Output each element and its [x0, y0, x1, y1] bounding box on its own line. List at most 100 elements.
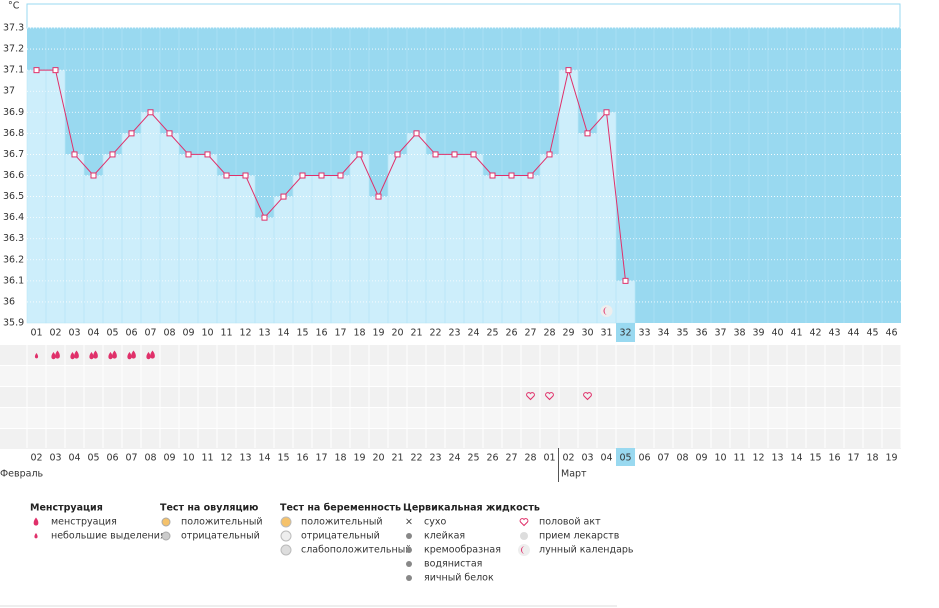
date-label: 10: [182, 453, 194, 464]
x-tick-label: 27: [524, 328, 536, 339]
temp-point: [527, 172, 534, 179]
temp-point: [394, 151, 401, 158]
x-tick-label: 03: [68, 328, 80, 339]
legend-item: клейкая: [424, 531, 465, 542]
date-label: 14: [258, 453, 270, 464]
legend-icon: [406, 533, 412, 539]
heart-icon: [526, 392, 535, 401]
legend-item: сухо: [424, 517, 446, 528]
y-tick-label: 36.2: [3, 254, 24, 265]
temp-point: [584, 130, 591, 137]
date-label: 02: [562, 453, 574, 464]
x-tick-label: 19: [372, 328, 384, 339]
x-tick-label: 11: [220, 328, 232, 339]
date-label: 18: [334, 453, 346, 464]
heart-icon: [519, 518, 529, 527]
legend-icon: [406, 561, 412, 567]
date-label: 12: [752, 453, 764, 464]
temp-column: [254, 217, 275, 324]
date-label: 20: [372, 453, 384, 464]
y-tick-label: 36.5: [3, 191, 24, 202]
legend-item: положительный: [301, 517, 383, 528]
legend-item: отрицательный: [301, 531, 380, 542]
x-tick-label: 14: [277, 328, 289, 339]
date-label: 06: [106, 453, 118, 464]
x-tick-label: 31: [600, 328, 612, 339]
temp-column: [330, 175, 351, 324]
legend-icon: [406, 547, 412, 553]
y-tick-label: 36.3: [3, 233, 24, 244]
temp-column: [520, 175, 541, 324]
x-tick-label: 20: [391, 328, 403, 339]
x-tick-label: 36: [695, 328, 707, 339]
month-label: Февраль: [0, 469, 44, 480]
x-tick-label: 16: [315, 328, 327, 339]
x-tick-label: 32: [619, 328, 631, 339]
temp-point: [299, 172, 306, 179]
date-label: 07: [657, 453, 669, 464]
x-tick-label: 04: [87, 328, 99, 339]
date-label: 06: [638, 453, 650, 464]
legend-icon: [520, 532, 528, 540]
temp-column: [292, 175, 313, 324]
date-label: 16: [296, 453, 308, 464]
x-tick-label: 37: [714, 328, 726, 339]
moon-icon: [603, 307, 608, 315]
date-label: 01: [543, 453, 555, 464]
date-label: 18: [866, 453, 878, 464]
temp-point: [451, 151, 458, 158]
date-label: 16: [828, 453, 840, 464]
x-tick-label: 35: [676, 328, 688, 339]
date-label: 07: [125, 453, 137, 464]
x-tick-label: 12: [239, 328, 251, 339]
drop-icon: [55, 350, 60, 359]
temp-column: [577, 133, 598, 324]
x-tick-label: 25: [486, 328, 498, 339]
temp-point: [147, 109, 154, 116]
drop-icon: [34, 533, 38, 539]
date-label: 08: [676, 453, 688, 464]
temp-point: [52, 67, 59, 74]
temp-point: [280, 193, 287, 200]
x-tick-label: 21: [410, 328, 422, 339]
drop-icon: [93, 350, 98, 359]
symbol-row: [0, 429, 901, 449]
temp-point: [470, 151, 477, 158]
y-tick-label: 36.7: [3, 149, 24, 160]
legend-icon: [280, 516, 292, 528]
y-tick-label: 36.8: [3, 128, 24, 139]
date-label: 28: [524, 453, 536, 464]
month-label: Март: [561, 469, 587, 480]
temp-point: [128, 130, 135, 137]
legend-item: прием лекарств: [539, 531, 620, 542]
drop-icon: [74, 350, 79, 359]
moon-bg: [600, 305, 613, 317]
temp-point: [109, 151, 116, 158]
legend-icon: [406, 575, 412, 581]
date-label: 12: [220, 453, 232, 464]
x-tick-label: 46: [885, 328, 897, 339]
date-label: 15: [277, 453, 289, 464]
drop-icon: [150, 350, 155, 359]
drop-icon: [131, 350, 136, 359]
date-label: 19: [353, 453, 365, 464]
temp-point: [432, 151, 439, 158]
temp-column: [121, 133, 142, 324]
legend-item: лунный календарь: [539, 545, 634, 556]
legend-title: Менструация: [30, 503, 103, 514]
temp-point: [166, 130, 173, 137]
x-tick-label: 38: [733, 328, 745, 339]
x-tick-label: 39: [752, 328, 764, 339]
temp-point: [546, 151, 553, 158]
temp-point: [337, 172, 344, 179]
date-label: 05: [87, 453, 99, 464]
symbol-row: [0, 345, 901, 365]
heart-icon: [545, 392, 554, 401]
x-tick-label: 44: [847, 328, 859, 339]
y-tick-label: 36.1: [3, 275, 24, 286]
legend-item: небольшие выделения: [51, 531, 166, 542]
date-label: 09: [163, 453, 175, 464]
date-label: 22: [410, 453, 422, 464]
date-label: 04: [68, 453, 80, 464]
temp-point: [33, 67, 40, 74]
